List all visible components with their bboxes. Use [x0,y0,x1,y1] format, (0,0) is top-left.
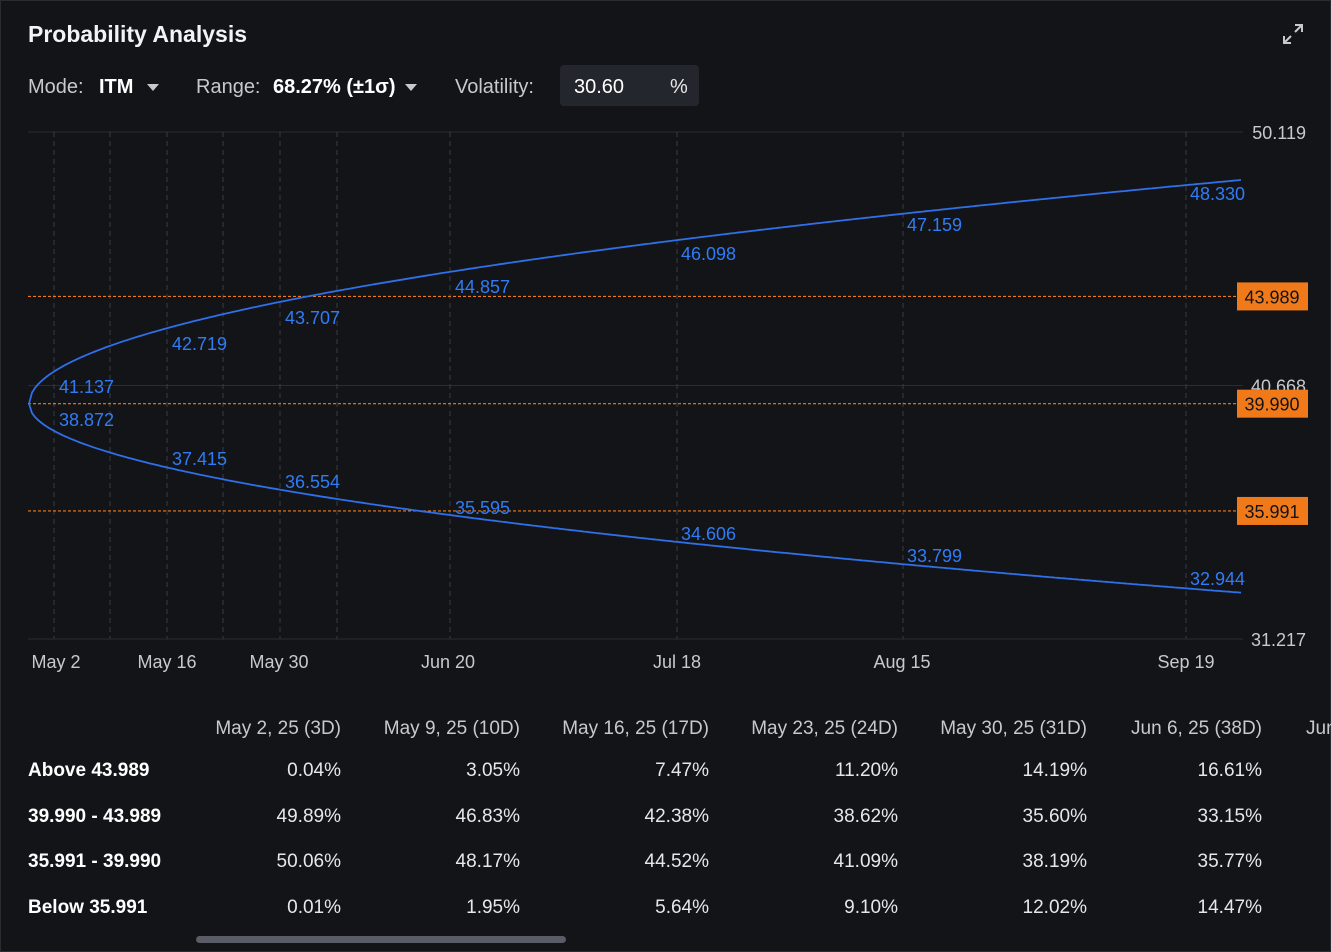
volatility-field[interactable]: 30.60 % [560,65,699,106]
price-level-badge [1237,389,1308,418]
upper-bound-line [28,179,1242,404]
table-column-header: Jun 6, 25 (38D) [1131,718,1262,739]
lower-point-label: 37.415 [172,449,227,469]
table-cell: 35.60% [1022,806,1087,827]
table-cell: 50.06% [276,851,341,872]
table-cell: 14.19% [1022,760,1087,781]
table-cell: 38.62% [833,806,898,827]
lower-point-label: 35.595 [455,498,510,518]
panel-title: Probability Analysis [28,21,247,47]
table-cell: 49.89% [276,806,341,827]
table-row-label: 35.991 - 39.990 [28,851,162,872]
upper-point-label: 42.719 [172,334,227,354]
x-axis-tick-label: Jul 18 [653,652,701,672]
lower-point-label: 33.799 [907,546,962,566]
lower-bound-line [28,403,1242,594]
x-axis-tick-label: May 30 [249,652,308,672]
table-column-header: May 30, 25 (31D) [940,718,1087,739]
upper-point-label: 44.857 [455,277,510,297]
table-cell: 7.47% [655,760,709,781]
table-cell: 9.10% [844,897,898,918]
range-select[interactable]: 68.27% (±1σ) [273,76,396,98]
lower-point-label: 36.554 [285,472,340,492]
table-cell: 38.19% [1022,851,1087,872]
horizontal-scrollbar[interactable] [196,936,566,943]
table-cell: 35.77% [1197,851,1262,872]
lower-point-label: 32.944 [1190,569,1245,589]
table-cell: 41.09% [833,851,898,872]
table-cell: 48.17% [455,851,520,872]
mode-label: Mode: [28,76,84,98]
table-cell: 16.61% [1197,760,1262,781]
table-column-header: May 9, 25 (10D) [383,718,520,739]
y-axis-tick-label: 31.217 [1251,630,1306,650]
table-column-header: Jun [1306,718,1331,739]
caret-down-icon[interactable] [405,84,417,91]
upper-point-label: 41.137 [59,377,114,397]
mode-select[interactable]: ITM [99,76,134,98]
range-label: Range: [196,76,261,98]
lower-point-label: 38.872 [59,410,114,430]
caret-down-icon[interactable] [147,84,159,91]
table-column-header: May 2, 25 (3D) [215,718,341,739]
table-cell: 42.38% [644,806,709,827]
table-row-label: Above 43.989 [28,760,150,781]
table-cell: 1.95% [466,897,520,918]
expand-icon[interactable] [1281,22,1305,46]
x-axis-tick-label: Aug 15 [873,652,930,672]
upper-point-label: 47.159 [907,215,962,235]
x-axis-tick-label: Jun 20 [421,652,475,672]
table-row-label: 39.990 - 43.989 [28,806,162,827]
table-cell: 33.15% [1197,806,1262,827]
price-level-label: 35.991 [1244,502,1299,522]
upper-point-label: 43.707 [285,308,340,328]
price-level-badge [1237,282,1308,311]
upper-point-label: 46.098 [681,244,736,264]
table-cell: 5.64% [655,897,709,918]
table-cell: 3.05% [466,760,520,781]
price-level-label: 39.990 [1244,395,1299,415]
upper-point-label: 48.330 [1190,184,1245,204]
table-cell: 46.83% [455,806,520,827]
x-axis-tick-label: May 2 [31,652,80,672]
volatility-label: Volatility: [455,76,534,98]
y-axis-tick-label: 50.119 [1252,123,1306,143]
probability-table: May 2, 25 (3D) May 9, 25 (10D) May 16, 25 … [1,706,1331,921]
table-cell: 0.01% [287,897,341,918]
x-axis-tick-label: May 16 [137,652,196,672]
lower-point-label: 34.606 [681,524,736,544]
table-cell: 44.52% [644,851,709,872]
table-cell: 0.04% [287,760,341,781]
table-cell: 12.02% [1022,897,1087,918]
price-level-label: 43.989 [1244,287,1299,307]
table-cell: 14.47% [1197,897,1262,918]
table-column-header: May 16, 25 (17D) [562,718,709,739]
volatility-unit: % [670,76,688,98]
price-level-badge [1237,496,1308,525]
volatility-input[interactable]: 30.60 [574,76,625,98]
table-column-header: May 23, 25 (24D) [751,718,898,739]
x-axis-tick-label: Sep 19 [1157,652,1214,672]
toolbar: Mode: ITM Range: 68.27% (±1σ) Volatility… [28,65,728,107]
table-cell: 11.20% [834,760,898,781]
table-row-label: Below 35.991 [28,897,148,918]
